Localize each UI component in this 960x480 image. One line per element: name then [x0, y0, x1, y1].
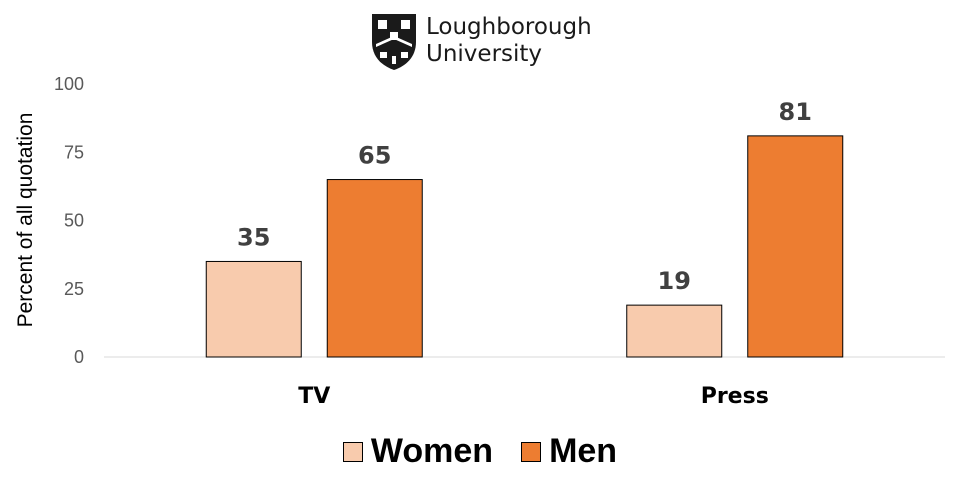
bar-men-tv	[326, 179, 423, 358]
data-label: 19	[658, 267, 691, 295]
x-tick-label: Press	[701, 384, 769, 409]
bars-group: 35 65 19 81	[205, 98, 844, 358]
university-crest-icon	[372, 14, 416, 70]
y-axis: 0 25 50 75 100	[54, 74, 84, 367]
data-label: 35	[237, 223, 270, 251]
data-label: 81	[779, 98, 812, 126]
bar-women-tv	[205, 260, 302, 358]
legend-item-men: Men	[521, 432, 617, 471]
y-tick-label: 100	[54, 74, 84, 94]
university-logo: Loughborough University	[370, 12, 610, 72]
legend-swatch	[342, 441, 363, 462]
y-tick-label: 25	[64, 279, 84, 299]
y-tick-label: 75	[64, 142, 84, 162]
data-label: 65	[358, 142, 391, 170]
legend: Women Men	[0, 432, 960, 471]
bar-chart: 0 25 50 75 100 Percent of all quotation 35 65…	[14, 74, 945, 409]
y-tick-label: 0	[74, 347, 84, 367]
university-name: Loughborough University	[426, 14, 592, 67]
legend-label: Women	[370, 432, 494, 470]
x-axis: TV Press	[298, 384, 769, 409]
x-tick-label: TV	[298, 384, 330, 409]
bar-women-press	[626, 304, 723, 358]
y-axis-label: Percent of all quotation	[14, 113, 37, 328]
legend-item-women: Women	[342, 432, 494, 471]
y-tick-label: 50	[64, 211, 84, 231]
legend-swatch	[521, 441, 542, 462]
legend-label: Men	[549, 432, 618, 470]
bar-men-press	[747, 135, 844, 358]
